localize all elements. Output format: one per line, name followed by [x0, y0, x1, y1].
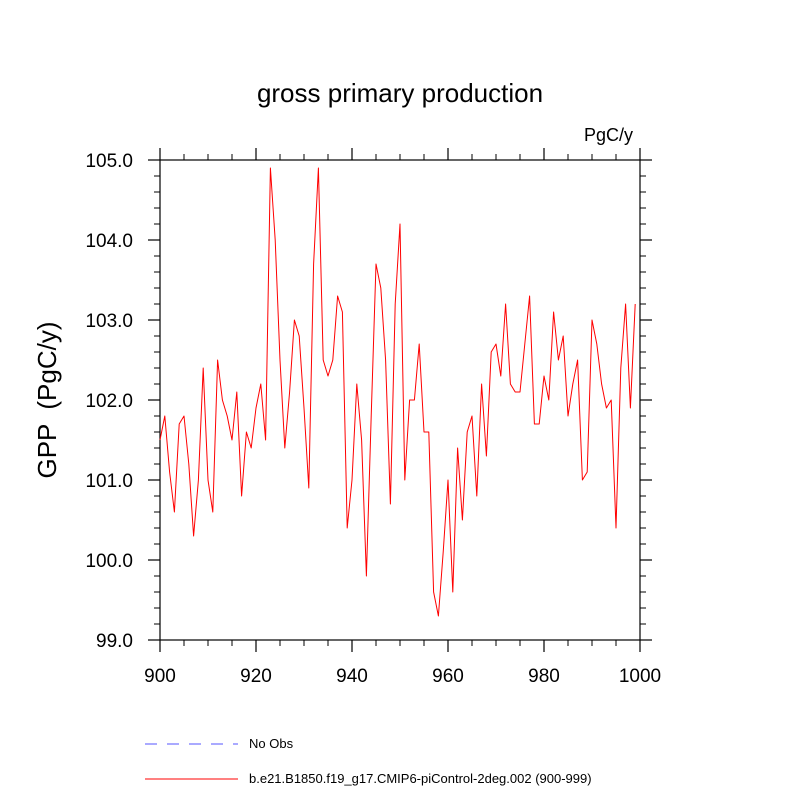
y-tick-label: 101.0: [85, 471, 133, 492]
y-tick-label: 103.0: [85, 311, 133, 332]
x-tick-label: 920: [240, 666, 272, 687]
legend-label-no-obs: No Obs: [249, 736, 294, 751]
x-tick-label: 940: [336, 666, 368, 687]
y-tick-label: 102.0: [85, 391, 133, 412]
y-tick-label: 104.0: [85, 231, 133, 252]
chart-title: gross primary production: [256, 78, 544, 108]
x-tick-label: 900: [144, 666, 176, 687]
y-tick-label: 105.0: [85, 151, 133, 172]
x-tick-label: 960: [432, 666, 464, 687]
y-tick-label: 100.0: [85, 551, 133, 572]
x-tick-labels: 900 920 940 960 980 1000: [144, 666, 661, 687]
x-tick-label: 980: [528, 666, 560, 687]
major-ticks: [148, 148, 652, 652]
y-tick-labels: 99.0 100.0 101.0 102.0 103.0 104.0 105.0: [85, 151, 133, 652]
legend-label-model: b.e21.B1850.f19_g17.CMIP6-piControl-2deg…: [249, 771, 592, 786]
series-layer: [159, 167, 636, 617]
x-tick-label: 1000: [619, 666, 661, 687]
y-axis-label: GPP (PgC/y): [32, 321, 62, 479]
legend-lines: [145, 743, 238, 780]
y-tick-label: 99.0: [96, 631, 133, 652]
units-label: PgC/y: [584, 125, 634, 145]
series-line-model: [159, 167, 636, 617]
